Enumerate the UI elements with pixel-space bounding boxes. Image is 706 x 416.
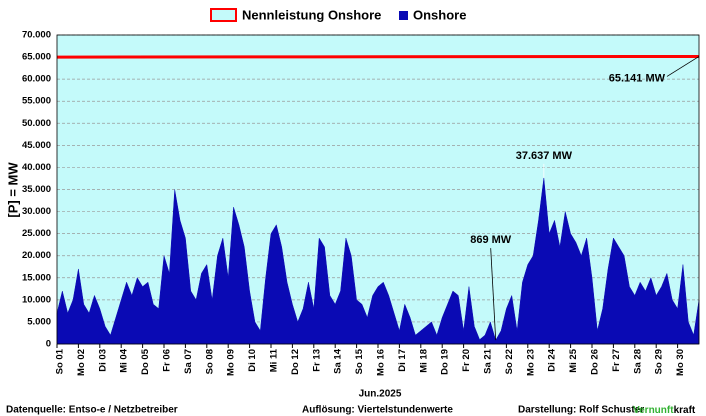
y-tick-label: 30.000: [22, 206, 51, 217]
x-tick-label: Mi 25: [568, 348, 579, 372]
y-tick-label: 15.000: [22, 272, 51, 283]
x-tick-label: Mo 16: [376, 349, 387, 376]
brand-a: Vernunft: [633, 405, 674, 416]
annotation: 37.637 MW: [516, 150, 573, 162]
x-tick-label: So 08: [204, 349, 215, 374]
x-tick-label: Mo 02: [76, 349, 87, 376]
footer-brand: Vernunftkraft: [633, 405, 696, 416]
footer-resolution: Auflösung: Viertelstundenwerte: [302, 405, 453, 416]
x-tick-label: Do 12: [290, 349, 301, 375]
x-tick-label: Di 03: [97, 349, 108, 372]
annotation-leader: [666, 56, 700, 77]
y-tick-label: 70.000: [22, 30, 51, 41]
footer-source: Datenquelle: Entso-e / Netzbetreiber: [6, 405, 178, 416]
y-tick-label: 45.000: [22, 140, 51, 151]
footer-author: Darstellung: Rolf Schuster: [518, 405, 644, 416]
y-tick-label: 0: [46, 339, 51, 350]
legend-swatch: [399, 11, 408, 20]
x-tick-label: Do 26: [590, 349, 601, 375]
annotation-leader: [490, 248, 497, 341]
x-tick-label: Mo 23: [525, 349, 536, 376]
y-tick-label: 65.000: [22, 52, 51, 63]
x-tick-label: So 22: [504, 349, 515, 374]
x-tick-label: So 29: [654, 349, 665, 374]
x-tick-label: Fr 13: [311, 349, 322, 372]
legend-swatch: [210, 8, 237, 22]
y-tick-label: 5.000: [27, 316, 51, 327]
x-tick-label: So 01: [55, 348, 66, 374]
x-tick-label: Mo 09: [226, 349, 237, 376]
x-tick-label: Di 17: [397, 349, 408, 372]
y-tick-label: 55.000: [22, 96, 51, 107]
x-tick-label: Mo 30: [675, 349, 686, 376]
annotation: 65.141 MW: [609, 72, 666, 84]
y-tick-label: 25.000: [22, 228, 51, 239]
y-tick-label: 40.000: [22, 162, 51, 173]
legend-label: Nennleistung Onshore: [242, 7, 381, 22]
brand-b: kraft: [674, 405, 696, 416]
x-tick-label: Di 24: [547, 348, 558, 371]
x-axis-label: Jun.2025: [359, 389, 402, 400]
x-tick-label: Do 19: [440, 349, 451, 375]
x-tick-label: Mi 18: [418, 349, 429, 373]
x-tick-label: Sa 14: [333, 348, 344, 374]
x-tick-label: Do 05: [140, 348, 151, 375]
capacity-line: [56, 54, 700, 59]
annotation: 869 MW: [470, 234, 512, 246]
plot-border: [56, 34, 700, 345]
x-tick-label: Fr 20: [461, 349, 472, 372]
y-tick-label: 60.000: [22, 74, 51, 85]
area: [56, 177, 700, 345]
x-tick-label: Mi 11: [269, 348, 280, 372]
x-tick-label: Di 10: [247, 349, 258, 372]
x-tick-label: Mi 04: [119, 348, 130, 372]
legend-label: Onshore: [413, 7, 466, 22]
y-tick-label: 20.000: [22, 250, 51, 261]
y-tick-label: 10.000: [22, 294, 51, 305]
x-tick-label: Fr 06: [162, 349, 173, 372]
x-tick-label: Fr 27: [611, 349, 622, 372]
y-tick-label: 50.000: [22, 118, 51, 129]
x-tick-label: Sa 21: [483, 348, 494, 374]
x-tick-label: Sa 07: [183, 349, 194, 374]
y-axis-label: [P] = MW: [5, 162, 20, 218]
x-tick-label: So 15: [354, 348, 365, 374]
x-tick-label: Sa 28: [632, 349, 643, 374]
y-tick-label: 35.000: [22, 184, 51, 195]
